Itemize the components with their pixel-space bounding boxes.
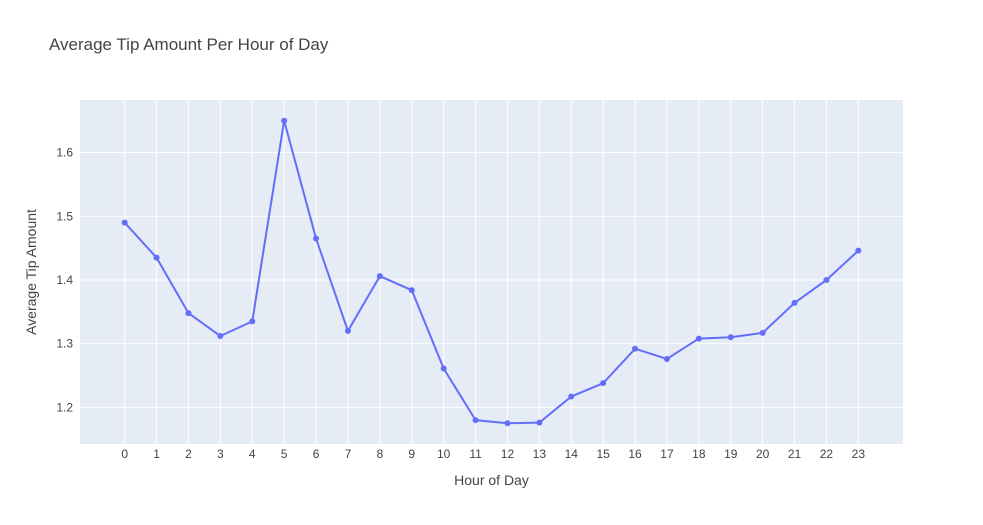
data-point — [727, 334, 734, 341]
data-point — [408, 287, 415, 294]
plot-background — [80, 100, 903, 444]
x-tick-label: 10 — [437, 447, 451, 461]
series-line-group — [121, 117, 862, 427]
data-point — [440, 365, 447, 372]
y-tick-label: 1.6 — [56, 146, 73, 160]
data-point — [281, 117, 288, 124]
x-tick-label: 6 — [313, 447, 320, 461]
data-point — [376, 273, 383, 280]
x-tick-label: 0 — [121, 447, 128, 461]
data-point — [568, 393, 575, 400]
chart-title: Average Tip Amount Per Hour of Day — [49, 35, 329, 54]
x-axis-title: Hour of Day — [454, 472, 529, 488]
x-tick-label: 5 — [281, 447, 288, 461]
x-tick-label: 20 — [756, 447, 770, 461]
x-tick-label: 21 — [788, 447, 802, 461]
data-point — [504, 420, 511, 427]
x-tick-label: 18 — [692, 447, 706, 461]
x-tick-label: 4 — [249, 447, 256, 461]
y-tick-label: 1.4 — [56, 273, 73, 287]
x-tick-labels: 0 1 2 3 4 5 6 7 8 9 10 11 12 13 14 15 16 17 18 19 20 21 22 23 — [121, 447, 865, 461]
x-gridlines — [124, 100, 859, 444]
y-tick-label: 1.2 — [56, 400, 73, 414]
data-point — [663, 355, 670, 362]
data-point — [185, 310, 192, 317]
y-axis-title: Average Tip Amount — [23, 209, 39, 335]
x-tick-label: 12 — [501, 447, 515, 461]
data-point — [791, 299, 798, 306]
data-point — [632, 345, 639, 352]
x-tick-label: 8 — [377, 447, 384, 461]
data-point — [344, 327, 351, 334]
x-tick-label: 1 — [153, 447, 160, 461]
data-point — [600, 380, 607, 387]
data-point — [695, 335, 702, 342]
x-tick-label: 13 — [533, 447, 547, 461]
x-tick-label: 11 — [469, 447, 482, 461]
y-tick-labels: 1.2 1.3 1.4 1.5 1.6 — [56, 146, 73, 415]
x-tick-label: 14 — [565, 447, 579, 461]
data-point — [536, 419, 543, 426]
data-point — [121, 219, 128, 226]
x-tick-label: 22 — [820, 447, 834, 461]
data-point — [855, 247, 862, 254]
y-tick-label: 1.5 — [56, 209, 73, 223]
data-point — [249, 318, 256, 325]
x-tick-label: 23 — [852, 447, 866, 461]
x-tick-label: 3 — [217, 447, 224, 461]
data-point — [759, 329, 766, 336]
x-tick-label: 19 — [724, 447, 738, 461]
data-point — [472, 417, 479, 424]
y-tick-label: 1.3 — [56, 337, 73, 351]
data-point — [153, 254, 160, 261]
x-tick-label: 16 — [628, 447, 642, 461]
data-point — [217, 333, 224, 340]
series-line — [123, 119, 860, 425]
data-point — [823, 276, 830, 283]
x-tick-label: 15 — [596, 447, 610, 461]
data-point — [313, 235, 320, 242]
x-tick-label: 7 — [345, 447, 352, 461]
y-gridlines — [80, 152, 903, 408]
x-tick-label: 9 — [408, 447, 415, 461]
x-tick-label: 17 — [660, 447, 674, 461]
x-tick-label: 2 — [185, 447, 192, 461]
